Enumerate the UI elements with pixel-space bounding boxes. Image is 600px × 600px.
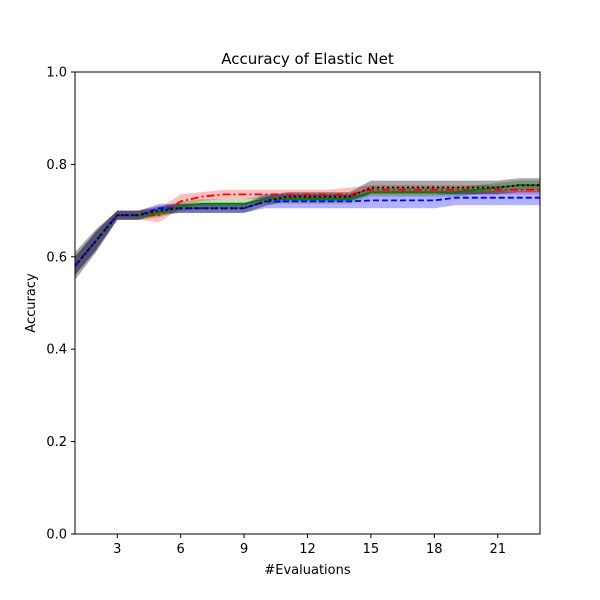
y-axis-ticks: 0.0 0.2 0.4 0.6 0.8 1.0 xyxy=(46,66,75,543)
chart-title: Accuracy of Elastic Net xyxy=(221,50,394,68)
series-lines xyxy=(74,184,540,267)
x-tick-label: 12 xyxy=(299,542,316,557)
y-tick-label: 0.0 xyxy=(46,528,67,543)
series-line-1 xyxy=(74,188,540,267)
y-tick-label: 0.2 xyxy=(46,435,67,450)
x-axis-label: #Evaluations xyxy=(264,563,350,578)
x-tick-label: 21 xyxy=(489,542,506,557)
x-tick-label: 18 xyxy=(426,542,443,557)
y-tick-label: 0.8 xyxy=(46,158,67,173)
x-tick-label: 3 xyxy=(113,542,121,557)
confidence-band-4 xyxy=(75,178,540,280)
confidence-band-3 xyxy=(75,191,540,276)
x-axis-ticks: 3 6 9 12 15 18 21 xyxy=(113,534,506,557)
x-tick-label: 6 xyxy=(177,542,185,557)
plot-frame xyxy=(74,71,541,535)
series-line-2 xyxy=(74,184,540,267)
x-tick-label: 15 xyxy=(363,542,380,557)
y-tick-label: 1.0 xyxy=(46,66,67,81)
series-line-4 xyxy=(74,184,540,267)
x-tick-label: 9 xyxy=(240,542,248,557)
series-line-3 xyxy=(74,196,540,267)
y-tick-label: 0.6 xyxy=(46,250,67,265)
confidence-band-1 xyxy=(75,185,540,276)
y-tick-label: 0.4 xyxy=(46,343,67,358)
y-axis-label: Accuracy xyxy=(24,273,39,333)
